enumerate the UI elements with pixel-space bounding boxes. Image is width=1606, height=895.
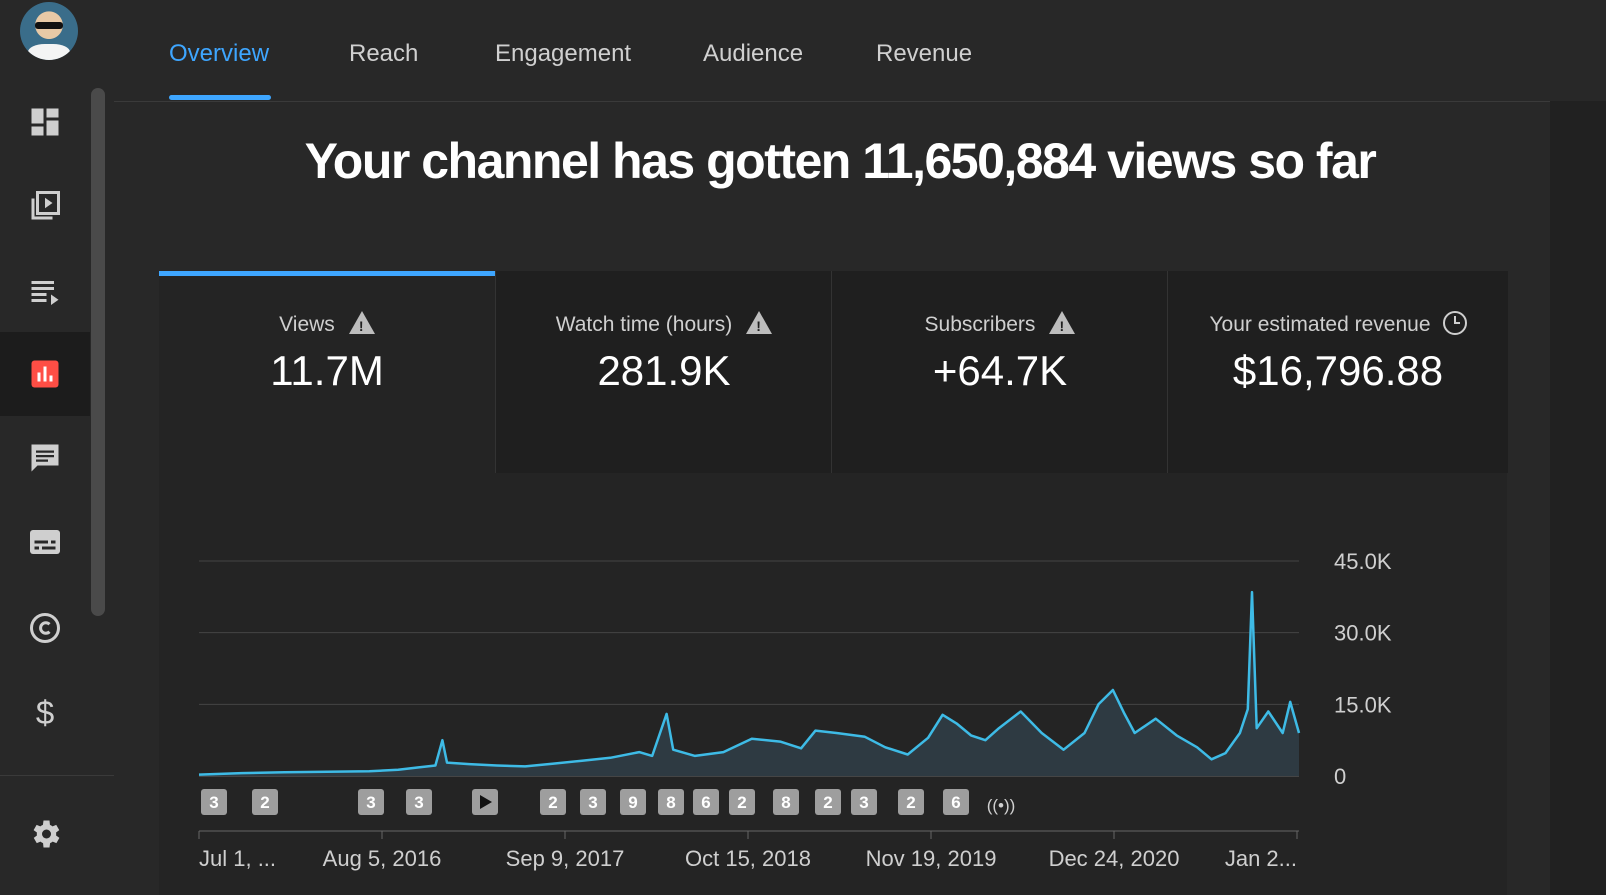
metric-tab-watch-time[interactable]: Watch time (hours) 281.9K [495, 271, 832, 473]
monetization-icon[interactable]: $ [0, 670, 90, 754]
event-marker [540, 789, 566, 815]
tab-overview[interactable]: Overview [169, 40, 270, 67]
subtitles-icon[interactable] [0, 500, 90, 584]
event-marker-count: 2 [737, 793, 746, 812]
event-marker [358, 789, 384, 815]
page-title: Your channel has gotten 11,650,884 views… [304, 133, 1377, 189]
event-marker [580, 789, 606, 815]
x-tick-label: Sep 9, 2017 [506, 846, 625, 871]
x-tick-label: Dec 24, 2020 [1049, 846, 1180, 871]
event-marker [729, 789, 755, 815]
event-marker [201, 789, 227, 815]
live-icon: ((•)) [987, 796, 1016, 815]
tab-audience[interactable]: Audience [703, 40, 804, 67]
tab-bar: Overview Reach Engagement Audience Reven… [114, 0, 1606, 102]
metric-label: Your estimated revenue [1209, 313, 1431, 336]
event-marker-count: 6 [701, 793, 710, 812]
chart-area [199, 592, 1299, 776]
event-marker-count: 3 [414, 793, 423, 812]
y-tick-label: 45.0K [1334, 549, 1392, 574]
tab-reach[interactable]: Reach [349, 40, 419, 67]
sidebar-scrollbar[interactable] [91, 88, 105, 616]
metric-tab-views[interactable]: Views 11.7M [159, 271, 495, 473]
content-icon[interactable] [0, 164, 90, 248]
event-marker [620, 789, 646, 815]
event-marker-count: 2 [906, 793, 915, 812]
overview-card: Views 11.7M Watch time (hours) 281.9K Su… [159, 271, 1508, 895]
avatar[interactable] [20, 2, 78, 60]
event-marker [773, 789, 799, 815]
chart-line [198, 590, 1301, 776]
metric-label: Subscribers [924, 313, 1036, 336]
tab-engagement[interactable]: Engagement [495, 40, 632, 67]
event-marker-count: 6 [951, 793, 960, 812]
event-marker [898, 789, 924, 815]
left-rail: $ [0, 0, 114, 895]
event-marker [815, 789, 841, 815]
x-tick-label: Aug 5, 2016 [323, 846, 442, 871]
metric-tab-revenue[interactable]: Your estimated revenue $16,796.88 [1167, 271, 1508, 473]
tab-revenue[interactable]: Revenue [876, 40, 973, 67]
x-tick-label: Oct 15, 2018 [685, 846, 811, 871]
event-marker-count: 2 [548, 793, 557, 812]
event-marker [252, 789, 278, 815]
clock-icon[interactable] [1442, 311, 1467, 335]
comments-icon[interactable] [0, 416, 90, 500]
event-marker-count: 2 [260, 793, 269, 812]
event-marker-count: 9 [628, 793, 637, 812]
y-tick-label: 0 [1334, 764, 1346, 789]
tab-active-indicator [169, 95, 271, 100]
event-marker-count: 3 [588, 793, 597, 812]
metric-value: +64.7K [932, 347, 1068, 394]
metric-label: Views [279, 313, 335, 336]
metric-active-indicator [159, 271, 495, 276]
event-marker [693, 789, 719, 815]
metric-value: $16,796.88 [1232, 347, 1444, 394]
event-marker [851, 789, 877, 815]
event-marker-count: 3 [209, 793, 218, 812]
analytics-icon[interactable] [0, 332, 90, 416]
y-tick-label: 15.0K [1334, 692, 1392, 717]
event-marker [406, 789, 432, 815]
settings-icon[interactable] [0, 792, 90, 876]
divider [0, 775, 114, 776]
event-marker-count: 3 [366, 793, 375, 812]
playlists-icon[interactable] [0, 248, 90, 332]
warning-icon[interactable] [1049, 311, 1076, 334]
event-marker-count: 2 [823, 793, 832, 812]
play-glyph [480, 795, 492, 809]
dashboard-icon[interactable] [0, 80, 90, 164]
right-panel-edge [1550, 101, 1606, 895]
event-marker [943, 789, 969, 815]
event-marker [658, 789, 684, 815]
event-marker-count: 3 [859, 793, 868, 812]
metric-value: 281.9K [597, 347, 731, 394]
y-tick-label: 30.0K [1334, 621, 1392, 646]
event-marker-count: 8 [781, 793, 790, 812]
event-marker-count: 8 [666, 793, 675, 812]
x-tick-label: Nov 19, 2019 [866, 846, 997, 871]
views-chart: 0 15.0K 30.0K 45.0K 3 2 3 3 2 3 9 8 6 2 8 2 3 2 6 ((•)) Jul … [198, 549, 1392, 871]
x-tick-label: Jul 1, ... [199, 846, 276, 871]
warning-icon[interactable] [348, 311, 375, 334]
metric-value: 11.7M [270, 347, 384, 394]
metric-label: Watch time (hours) [555, 313, 733, 336]
copyright-icon[interactable] [0, 586, 90, 670]
warning-icon[interactable] [746, 311, 773, 334]
x-tick-label: Jan 2... [1225, 846, 1297, 871]
svg-text:$: $ [36, 694, 54, 730]
metric-tab-subscribers[interactable]: Subscribers +64.7K [831, 271, 1168, 473]
